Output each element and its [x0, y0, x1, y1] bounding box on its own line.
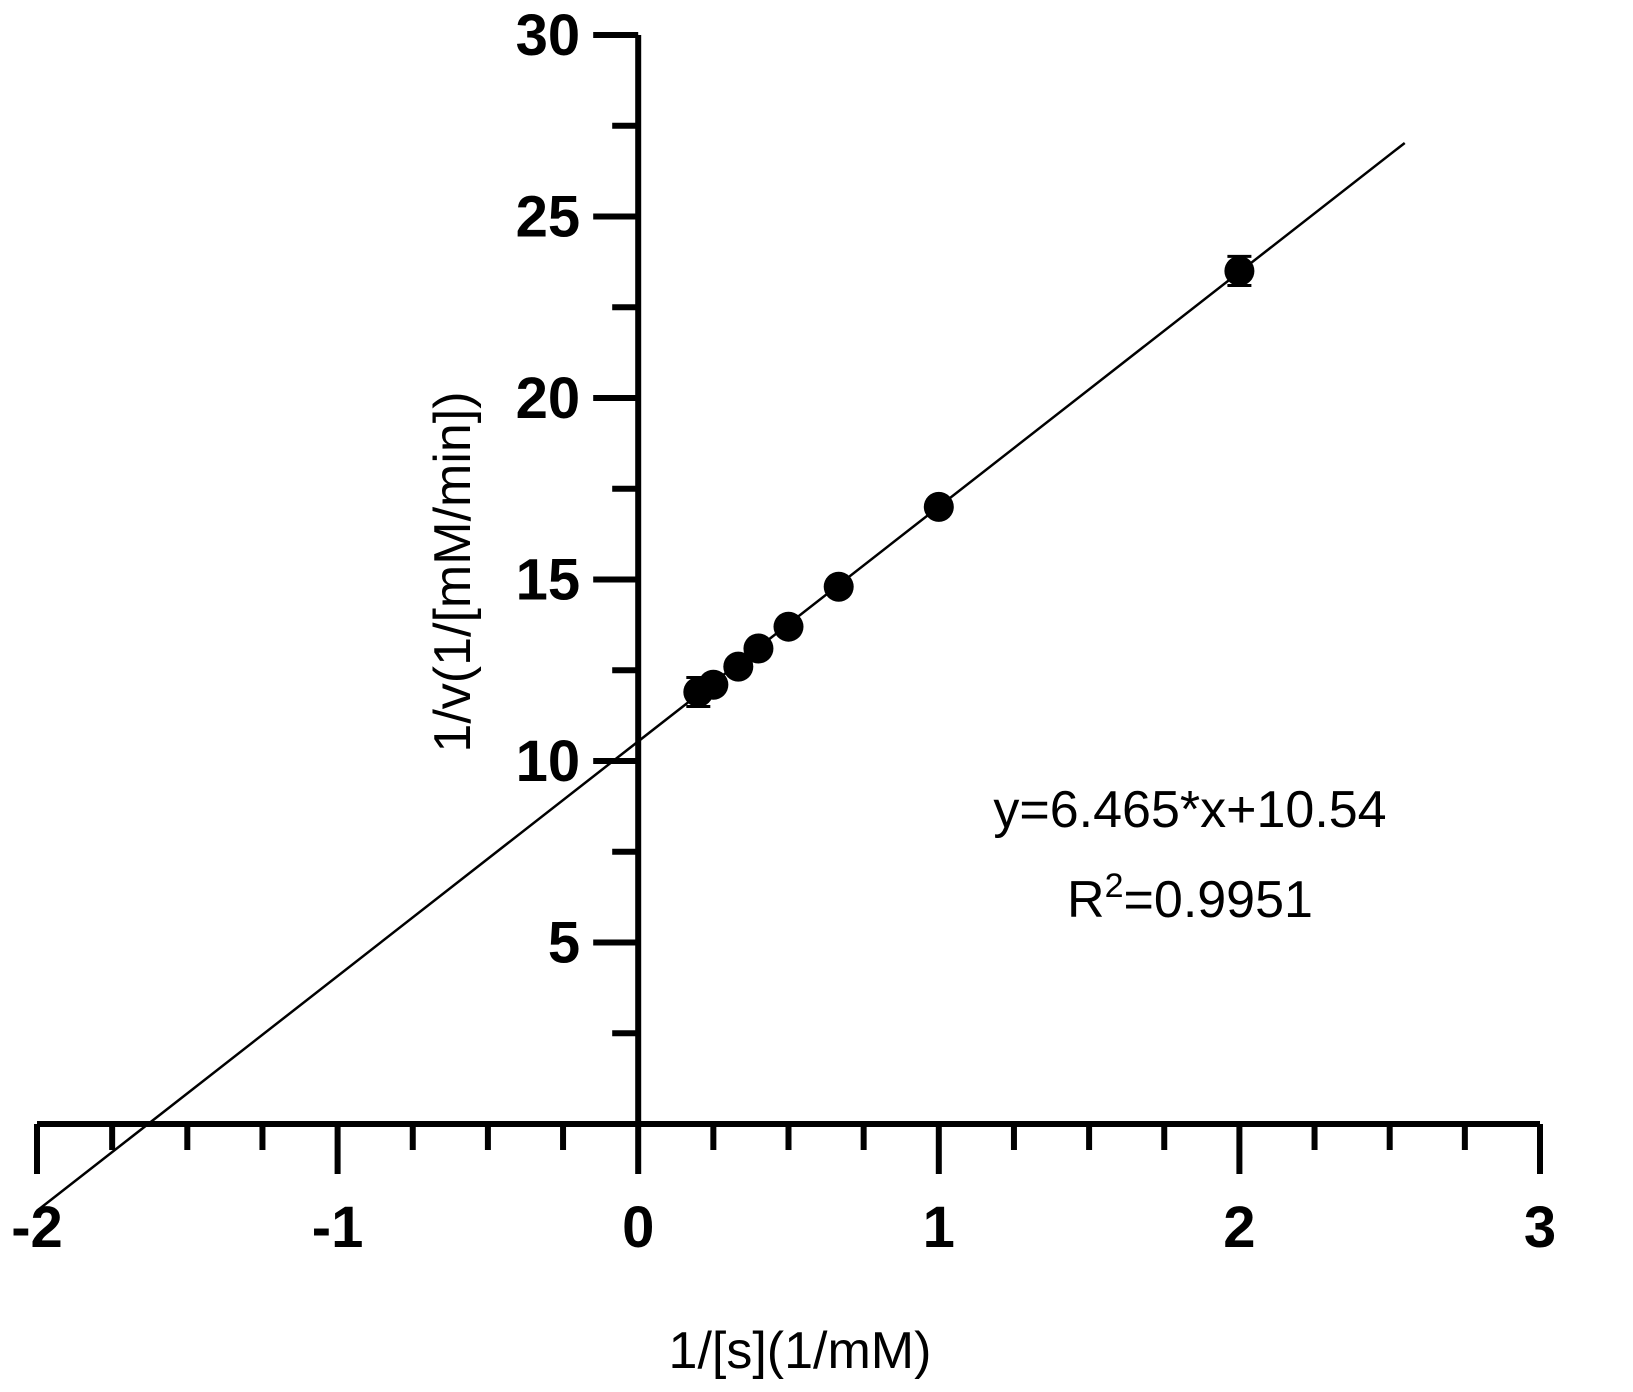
- data-point: [698, 669, 729, 700]
- x-tick-label: 1: [923, 1195, 955, 1260]
- x-tick-label: -2: [11, 1195, 63, 1260]
- data-point-group: [723, 651, 754, 682]
- y-tick-label: 5: [548, 911, 580, 976]
- data-point: [773, 611, 804, 642]
- y-axis-title: 1/v(1/[mM/min]): [424, 391, 482, 752]
- y-tick-label: 20: [516, 366, 581, 431]
- y-tick-label: 15: [516, 548, 581, 613]
- data-point-group: [1224, 254, 1255, 287]
- x-tick-label: 2: [1223, 1195, 1255, 1260]
- r-squared-value: =0.9951: [1124, 871, 1313, 929]
- data-point: [723, 651, 754, 682]
- r-squared-label: R2=0.9951: [1067, 867, 1313, 929]
- x-axis-title: 1/[s](1/mM): [669, 1322, 932, 1380]
- data-point: [743, 633, 774, 664]
- y-tick-label: 10: [516, 729, 581, 794]
- y-tick-label: 30: [516, 3, 581, 68]
- data-point: [823, 571, 854, 602]
- data-point-group: [773, 611, 804, 642]
- data-point-group: [698, 669, 729, 700]
- regression-equation: y=6.465*x+10.54: [993, 781, 1386, 839]
- y-tick-label: 25: [516, 185, 581, 250]
- x-tick-label: 0: [622, 1195, 654, 1260]
- data-point-group: [823, 571, 854, 602]
- data-point-group: [923, 491, 954, 522]
- data-point: [1224, 255, 1255, 286]
- r-squared-prefix: R: [1067, 871, 1105, 929]
- data-point: [923, 491, 954, 522]
- r-squared-superscript: 2: [1105, 867, 1124, 905]
- x-tick-label: 3: [1524, 1195, 1556, 1260]
- data-point-group: [743, 633, 774, 664]
- x-tick-label: -1: [312, 1195, 364, 1260]
